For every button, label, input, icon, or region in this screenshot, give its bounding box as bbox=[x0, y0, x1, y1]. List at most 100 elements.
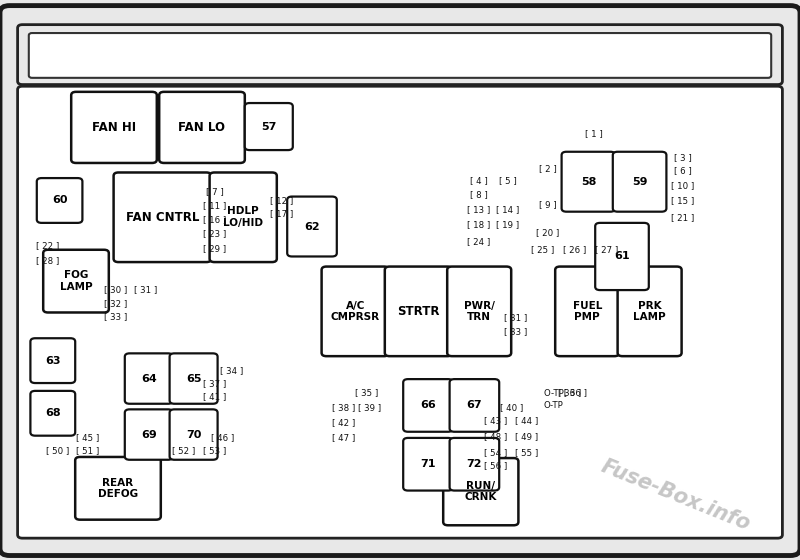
Text: 61: 61 bbox=[614, 251, 630, 262]
Text: [ 23 ]: [ 23 ] bbox=[202, 230, 226, 239]
FancyBboxPatch shape bbox=[18, 86, 782, 538]
Text: RUN/
CRNK: RUN/ CRNK bbox=[465, 481, 497, 502]
FancyBboxPatch shape bbox=[0, 6, 800, 556]
Text: 71: 71 bbox=[420, 459, 436, 469]
Text: [ 20 ]: [ 20 ] bbox=[536, 228, 560, 237]
FancyBboxPatch shape bbox=[43, 250, 109, 312]
Text: [ 8 ]: [ 8 ] bbox=[470, 190, 487, 199]
Text: [ 33 ]: [ 33 ] bbox=[104, 312, 128, 321]
FancyBboxPatch shape bbox=[403, 438, 453, 491]
FancyBboxPatch shape bbox=[245, 103, 293, 150]
Text: [ 5 ]: [ 5 ] bbox=[499, 176, 517, 185]
Text: [ 53 ]: [ 53 ] bbox=[202, 446, 226, 455]
FancyBboxPatch shape bbox=[170, 409, 218, 460]
Text: 67: 67 bbox=[466, 400, 482, 410]
Text: [ 30 ]: [ 30 ] bbox=[104, 286, 128, 295]
Text: 58: 58 bbox=[581, 177, 596, 186]
FancyBboxPatch shape bbox=[450, 438, 499, 491]
Text: [ 31 ]: [ 31 ] bbox=[504, 314, 528, 323]
Text: 66: 66 bbox=[420, 400, 436, 410]
Text: FAN CNTRL: FAN CNTRL bbox=[126, 211, 199, 224]
Text: [ 40 ]: [ 40 ] bbox=[500, 403, 524, 412]
Text: [ 6 ]: [ 6 ] bbox=[674, 166, 691, 175]
FancyBboxPatch shape bbox=[125, 409, 173, 460]
Text: [ 13 ]: [ 13 ] bbox=[466, 206, 490, 214]
Text: 70: 70 bbox=[186, 430, 202, 440]
Text: A/C
CMPRSR: A/C CMPRSR bbox=[330, 301, 380, 322]
Text: [ 19 ]: [ 19 ] bbox=[497, 221, 519, 230]
FancyBboxPatch shape bbox=[75, 457, 161, 520]
Text: [ 21 ]: [ 21 ] bbox=[670, 213, 694, 222]
FancyBboxPatch shape bbox=[613, 152, 666, 212]
Text: [ 36 ]: [ 36 ] bbox=[558, 389, 582, 398]
Text: FOG
LAMP: FOG LAMP bbox=[60, 270, 92, 292]
FancyBboxPatch shape bbox=[30, 391, 75, 436]
Text: [ 45 ]: [ 45 ] bbox=[76, 433, 100, 442]
Text: 64: 64 bbox=[141, 374, 157, 384]
Text: O-TP: O-TP bbox=[544, 402, 564, 410]
FancyBboxPatch shape bbox=[385, 267, 452, 356]
Text: STRTR: STRTR bbox=[397, 305, 440, 318]
Text: [ 9 ]: [ 9 ] bbox=[539, 200, 557, 209]
Text: [ 56 ]: [ 56 ] bbox=[484, 461, 508, 470]
Text: Fuse-Box.info: Fuse-Box.info bbox=[598, 456, 754, 535]
FancyBboxPatch shape bbox=[170, 353, 218, 404]
Text: FAN HI: FAN HI bbox=[92, 121, 136, 134]
Text: 62: 62 bbox=[304, 222, 320, 231]
Text: [ 4 ]: [ 4 ] bbox=[470, 176, 487, 185]
Text: [ 27 ]: [ 27 ] bbox=[594, 245, 618, 254]
Text: [ 41 ]: [ 41 ] bbox=[202, 392, 226, 401]
FancyBboxPatch shape bbox=[30, 338, 75, 383]
Text: [ 43 ]: [ 43 ] bbox=[484, 417, 508, 426]
Text: O-TP[ 36 ]: O-TP[ 36 ] bbox=[544, 389, 587, 398]
Text: [ 2 ]: [ 2 ] bbox=[539, 165, 557, 174]
Text: HDLP
LO/HID: HDLP LO/HID bbox=[223, 207, 263, 228]
FancyBboxPatch shape bbox=[37, 178, 82, 223]
Text: 57: 57 bbox=[261, 122, 277, 132]
Text: FAN LO: FAN LO bbox=[178, 121, 226, 134]
Text: [ 39 ]: [ 39 ] bbox=[358, 403, 381, 412]
Text: [ 49 ]: [ 49 ] bbox=[515, 432, 538, 441]
Text: [ 35 ]: [ 35 ] bbox=[354, 389, 378, 398]
FancyBboxPatch shape bbox=[18, 25, 782, 85]
Text: [ 10 ]: [ 10 ] bbox=[670, 181, 694, 190]
Text: [ 44 ]: [ 44 ] bbox=[514, 417, 538, 426]
Text: [ 29 ]: [ 29 ] bbox=[203, 244, 226, 253]
Text: [ 16 ]: [ 16 ] bbox=[202, 215, 226, 224]
Text: 63: 63 bbox=[45, 356, 61, 366]
FancyBboxPatch shape bbox=[159, 92, 245, 163]
Text: [ 12 ]: [ 12 ] bbox=[270, 196, 294, 205]
Text: [ 52 ]: [ 52 ] bbox=[172, 446, 196, 455]
Text: [ 48 ]: [ 48 ] bbox=[484, 432, 508, 441]
Text: [ 11 ]: [ 11 ] bbox=[202, 202, 226, 211]
Text: [ 54 ]: [ 54 ] bbox=[484, 448, 508, 457]
FancyBboxPatch shape bbox=[450, 379, 499, 432]
Text: 68: 68 bbox=[45, 408, 61, 418]
Text: [ 50 ]: [ 50 ] bbox=[46, 446, 70, 455]
Text: [ 26 ]: [ 26 ] bbox=[562, 245, 586, 254]
FancyBboxPatch shape bbox=[322, 267, 389, 356]
FancyBboxPatch shape bbox=[403, 379, 453, 432]
Text: [ 38 ]: [ 38 ] bbox=[332, 403, 356, 412]
Text: [ 24 ]: [ 24 ] bbox=[466, 237, 490, 246]
Text: [ 22 ]: [ 22 ] bbox=[36, 241, 60, 250]
Text: [ 55 ]: [ 55 ] bbox=[514, 448, 538, 457]
Text: 60: 60 bbox=[52, 195, 67, 206]
Text: [ 31 ]: [ 31 ] bbox=[134, 286, 158, 295]
FancyBboxPatch shape bbox=[443, 458, 518, 525]
Text: [ 47 ]: [ 47 ] bbox=[332, 433, 356, 442]
Text: [ 37 ]: [ 37 ] bbox=[202, 379, 226, 388]
Text: [ 7 ]: [ 7 ] bbox=[206, 187, 223, 196]
FancyBboxPatch shape bbox=[114, 172, 211, 262]
Text: [ 25 ]: [ 25 ] bbox=[530, 245, 554, 254]
FancyBboxPatch shape bbox=[447, 267, 511, 356]
Text: [ 51 ]: [ 51 ] bbox=[76, 446, 100, 455]
FancyBboxPatch shape bbox=[71, 92, 157, 163]
Text: PWR/
TRN: PWR/ TRN bbox=[464, 301, 494, 322]
Text: [ 14 ]: [ 14 ] bbox=[496, 206, 520, 214]
FancyBboxPatch shape bbox=[29, 33, 771, 78]
Text: [ 46 ]: [ 46 ] bbox=[210, 433, 234, 442]
Text: [ 33 ]: [ 33 ] bbox=[504, 327, 528, 336]
FancyBboxPatch shape bbox=[618, 267, 682, 356]
FancyBboxPatch shape bbox=[287, 197, 337, 256]
